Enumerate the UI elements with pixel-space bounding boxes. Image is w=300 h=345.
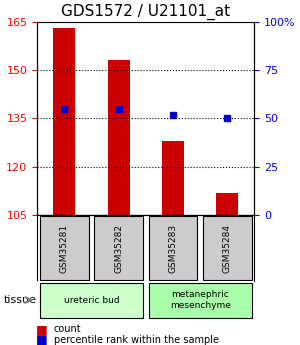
Bar (217, 193, 238, 215)
Bar (108, 60, 130, 215)
FancyBboxPatch shape (148, 283, 252, 318)
Text: GSM35282: GSM35282 (114, 224, 123, 273)
Title: GDS1572 / U21101_at: GDS1572 / U21101_at (61, 4, 230, 20)
FancyBboxPatch shape (40, 216, 89, 280)
Text: ureteric bud: ureteric bud (64, 296, 119, 305)
Text: tissue: tissue (4, 295, 37, 305)
FancyBboxPatch shape (203, 216, 252, 280)
Text: metanephric
mesenchyme: metanephric mesenchyme (170, 290, 231, 310)
FancyBboxPatch shape (40, 283, 143, 318)
FancyBboxPatch shape (94, 216, 143, 280)
Text: GSM35281: GSM35281 (60, 224, 69, 273)
Text: ■: ■ (36, 323, 48, 336)
Bar (53, 28, 75, 215)
FancyBboxPatch shape (148, 216, 197, 280)
Text: ■: ■ (36, 333, 48, 345)
Text: GSM35283: GSM35283 (169, 224, 178, 273)
Bar (162, 141, 184, 215)
Text: GSM35284: GSM35284 (223, 224, 232, 273)
Text: percentile rank within the sample: percentile rank within the sample (54, 335, 219, 345)
Text: count: count (54, 325, 82, 334)
